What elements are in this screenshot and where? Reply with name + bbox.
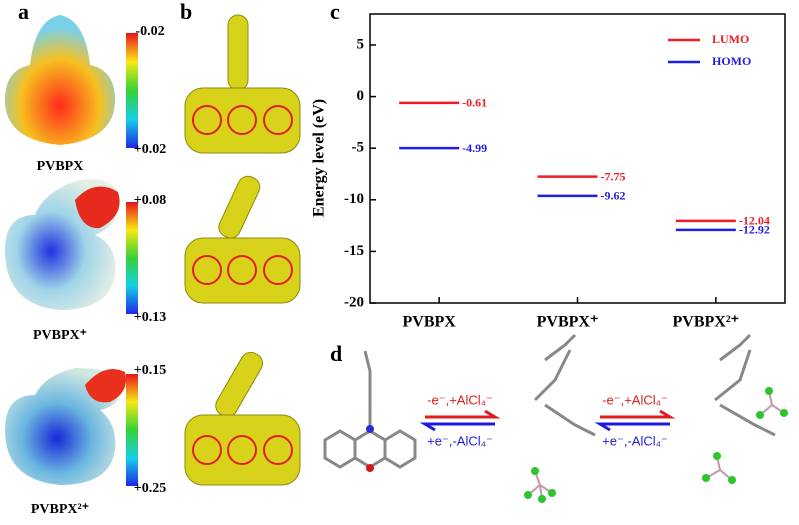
value-label: -9.62 [601,189,626,203]
reaction-label: -e⁻,+AlCl₄⁻ [427,392,493,407]
reaction-label: +e⁻,-AlCl₄⁻ [602,433,668,448]
y-axis-label: Energy level (eV) [311,99,328,217]
colorbar-label: -0.02 [135,24,164,39]
reaction-label: -e⁻,+AlCl₄⁻ [602,392,668,407]
colorbar-label: +0.13 [134,310,166,325]
panel-label: b [180,0,192,24]
value-label: -7.75 [601,169,626,183]
value-label: -12.04 [739,214,770,228]
reaction-label: +e⁻,-AlCl₄⁻ [427,433,493,448]
legend-label: HOMO [712,54,751,68]
molecule-name: PVBPX [37,159,84,174]
legend-label: LUMO [712,32,749,46]
ring-currents [192,105,293,465]
panel-label: d [330,341,342,366]
x-tick-label: PVBPX [403,314,457,331]
y-tick-label: 5 [357,36,365,52]
panel-label: a [18,0,29,24]
current-density [184,14,301,486]
molecule-name: PVBPX²⁺ [31,502,89,517]
colorbar-label: +0.15 [134,363,166,378]
value-label: -0.61 [462,96,487,110]
esp-surfaces [5,15,126,485]
y-tick-label: -10 [344,191,364,207]
molecule-name: PVBPX⁺ [33,328,87,343]
colorbar-label: +0.08 [134,193,166,208]
x-tick-label: PVBPX²⁺ [673,314,740,331]
y-tick-label: -5 [352,140,365,156]
reaction-arrows [419,409,676,432]
value-label: -4.99 [462,141,487,155]
y-tick-label: 0 [357,88,365,104]
panel-label: c [330,0,340,24]
y-tick-label: -20 [344,294,364,310]
molecule-sketches [323,333,788,503]
colorbar-label: +0.25 [134,481,166,496]
value-label: -12.92 [739,223,770,237]
y-tick-label: -15 [344,243,364,259]
colorbars [126,33,138,486]
colorbar-label: +0.02 [134,142,166,157]
x-tick-label: PVBPX⁺ [537,314,599,331]
